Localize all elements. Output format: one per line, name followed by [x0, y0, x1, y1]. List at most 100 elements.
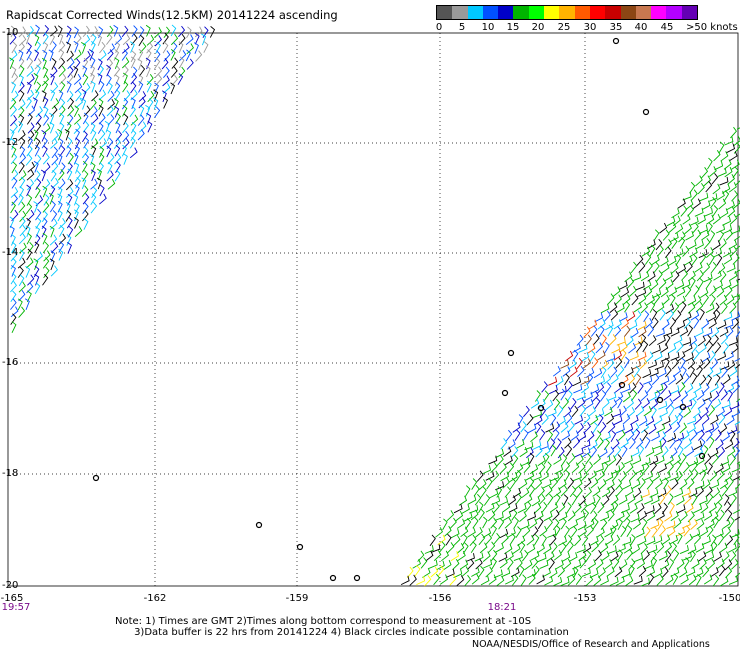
wind-barb [67, 57, 75, 70]
wind-barb [574, 447, 584, 458]
wind-barb [666, 216, 676, 227]
wind-barb [734, 541, 740, 553]
wind-barb [115, 121, 121, 134]
wind-barb [90, 201, 98, 214]
wind-barb [121, 25, 129, 38]
wind-barb [41, 130, 47, 142]
wind-barb [629, 382, 637, 394]
wind-barb [661, 566, 669, 579]
wind-barb [683, 525, 691, 537]
wind-barb [66, 162, 73, 174]
wind-barb [26, 282, 34, 294]
wind-barb [161, 58, 169, 70]
wind-barb [720, 361, 730, 371]
wind-barb [50, 137, 58, 149]
wind-barb [678, 381, 686, 394]
wind-barb [578, 495, 586, 507]
wind-barb [710, 414, 719, 425]
contamination-circle [501, 389, 509, 397]
wind-barb [662, 534, 671, 545]
wind-barb [730, 529, 740, 538]
wind-barb [600, 303, 610, 314]
wind-barb [560, 577, 570, 587]
wind-barb [161, 90, 167, 103]
wind-barb [687, 544, 697, 555]
wind-barb [595, 430, 602, 442]
wind-barb [721, 400, 731, 409]
wind-barb [647, 271, 656, 282]
wind-barb [48, 192, 54, 205]
wind-barb [147, 120, 153, 133]
wind-barb [57, 128, 63, 141]
wind-barb [122, 104, 128, 117]
wind-barb [511, 446, 519, 458]
wind-barb [522, 429, 529, 441]
wind-barb [672, 302, 680, 314]
wind-barb [612, 286, 621, 297]
wind-barb [664, 357, 670, 370]
wind-barb [82, 34, 91, 46]
wind-barb [483, 494, 491, 506]
wind-barb [612, 438, 620, 450]
wind-barb [572, 472, 582, 482]
legend-swatch [574, 6, 590, 19]
legend-swatch [666, 6, 682, 19]
wind-barb [114, 105, 120, 118]
wind-barb [508, 503, 518, 513]
wind-barb [723, 526, 732, 538]
wind-barb [67, 168, 73, 181]
wind-barb [590, 477, 599, 489]
wind-barb [585, 550, 592, 562]
wind-barb [195, 50, 203, 62]
wind-barb [663, 327, 673, 337]
wind-barb [696, 389, 705, 401]
legend-swatch [437, 6, 453, 19]
wind-barb [546, 518, 553, 530]
wind-barb [632, 422, 640, 435]
wind-barb [630, 261, 638, 274]
wind-barb [651, 471, 661, 482]
wind-barb [571, 493, 578, 506]
wind-barb [527, 423, 537, 434]
wind-barb [685, 199, 694, 210]
wind-barb [730, 279, 739, 290]
wind-barb [618, 495, 628, 505]
wind-barb [406, 566, 414, 579]
wind-barb [170, 82, 176, 95]
wind-barb [688, 574, 697, 586]
wind-barb [81, 177, 87, 190]
wind-barb [609, 399, 618, 411]
wind-barb [83, 218, 89, 230]
wind-barb [615, 424, 625, 434]
time-label: 18:21 [487, 602, 517, 613]
wind-barb [564, 437, 572, 449]
wind-barb [523, 461, 531, 474]
wind-barb [640, 489, 650, 499]
wind-barb [619, 405, 627, 417]
wind-barb [656, 302, 665, 313]
wind-barb [130, 33, 138, 46]
wind-barb [606, 479, 615, 490]
wind-barb [626, 311, 636, 322]
wind-barb [647, 325, 654, 337]
wind-barb [686, 567, 696, 577]
wind-barb [638, 565, 647, 577]
wind-barb [583, 509, 590, 521]
wind-barb [687, 358, 696, 370]
wind-barb [519, 447, 528, 458]
wind-barb [631, 293, 639, 306]
wind-barb [633, 302, 642, 313]
wind-barb [596, 382, 605, 394]
wind-barb [699, 558, 707, 570]
wind-barb [640, 333, 647, 346]
wind-barb [660, 375, 670, 386]
wind-barb [17, 298, 23, 311]
wind-barb [498, 517, 505, 530]
wind-barb [555, 438, 562, 450]
wind-barb [535, 510, 544, 521]
wind-barb [594, 312, 604, 323]
wind-barb [644, 526, 651, 538]
wind-barb [593, 368, 603, 379]
wind-barb [668, 374, 677, 386]
wind-barb [667, 343, 677, 354]
